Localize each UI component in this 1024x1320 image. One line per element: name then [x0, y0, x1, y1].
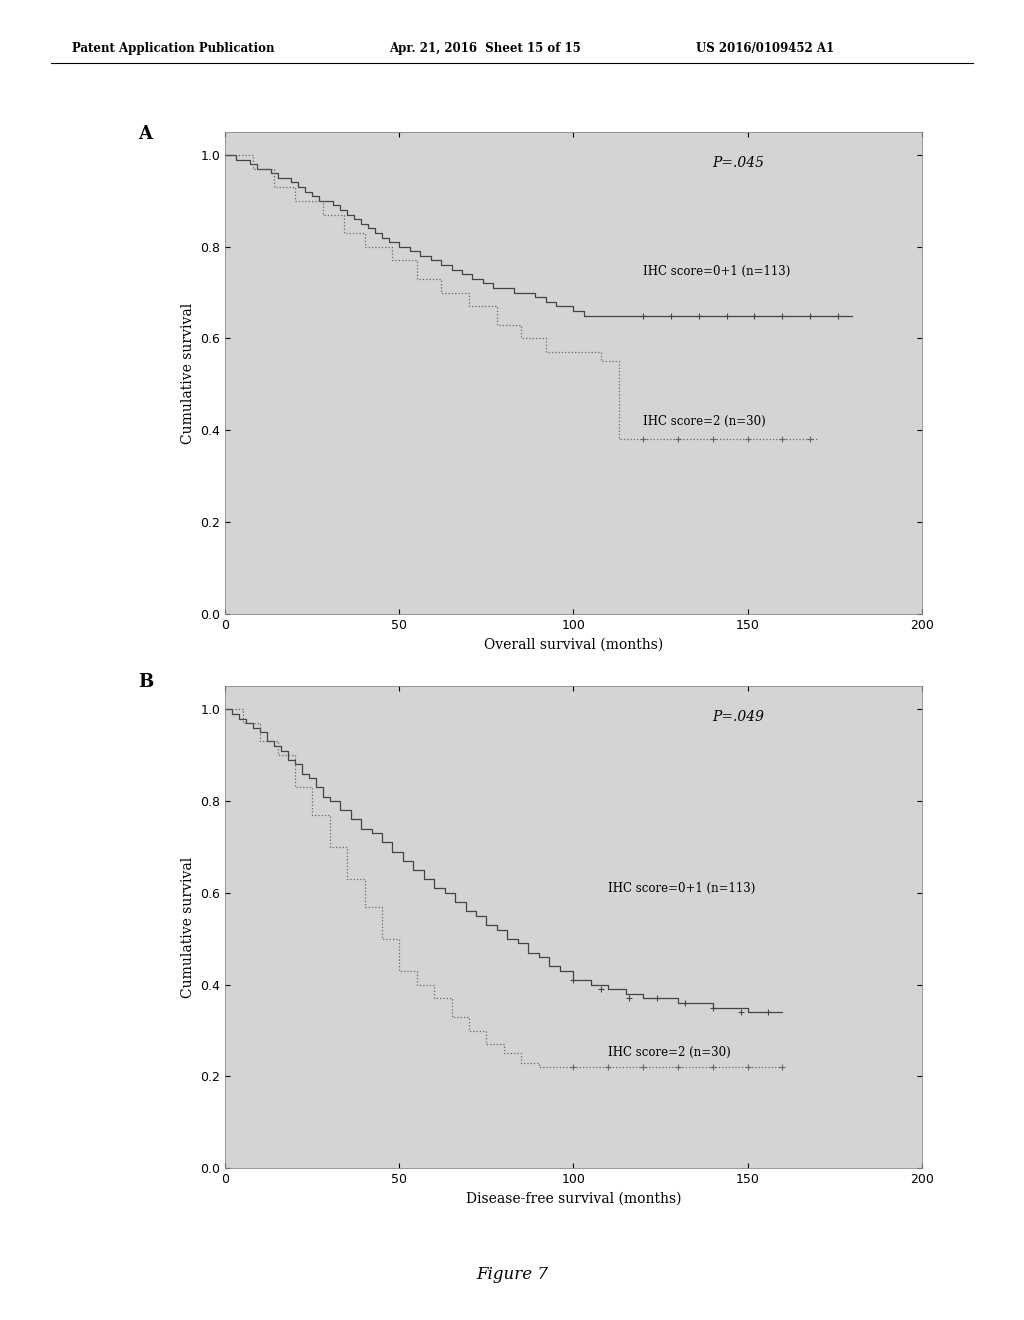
Y-axis label: Cumulative survival: Cumulative survival: [181, 857, 195, 998]
Text: Figure 7: Figure 7: [476, 1266, 548, 1283]
Text: IHC score=0+1 (n=113): IHC score=0+1 (n=113): [608, 882, 756, 895]
Text: IHC score=2 (n=30): IHC score=2 (n=30): [608, 1045, 731, 1059]
Y-axis label: Cumulative survival: Cumulative survival: [181, 302, 195, 444]
Text: IHC score=0+1 (n=113): IHC score=0+1 (n=113): [643, 265, 791, 279]
Text: US 2016/0109452 A1: US 2016/0109452 A1: [696, 42, 835, 55]
Text: P=.049: P=.049: [713, 710, 765, 725]
X-axis label: Overall survival (months): Overall survival (months): [483, 638, 664, 651]
Text: A: A: [138, 125, 153, 144]
Text: Apr. 21, 2016  Sheet 15 of 15: Apr. 21, 2016 Sheet 15 of 15: [389, 42, 581, 55]
Text: IHC score=2 (n=30): IHC score=2 (n=30): [643, 414, 766, 428]
Text: B: B: [138, 673, 154, 692]
X-axis label: Disease-free survival (months): Disease-free survival (months): [466, 1192, 681, 1205]
Text: P=.045: P=.045: [713, 156, 765, 170]
Text: Patent Application Publication: Patent Application Publication: [72, 42, 274, 55]
